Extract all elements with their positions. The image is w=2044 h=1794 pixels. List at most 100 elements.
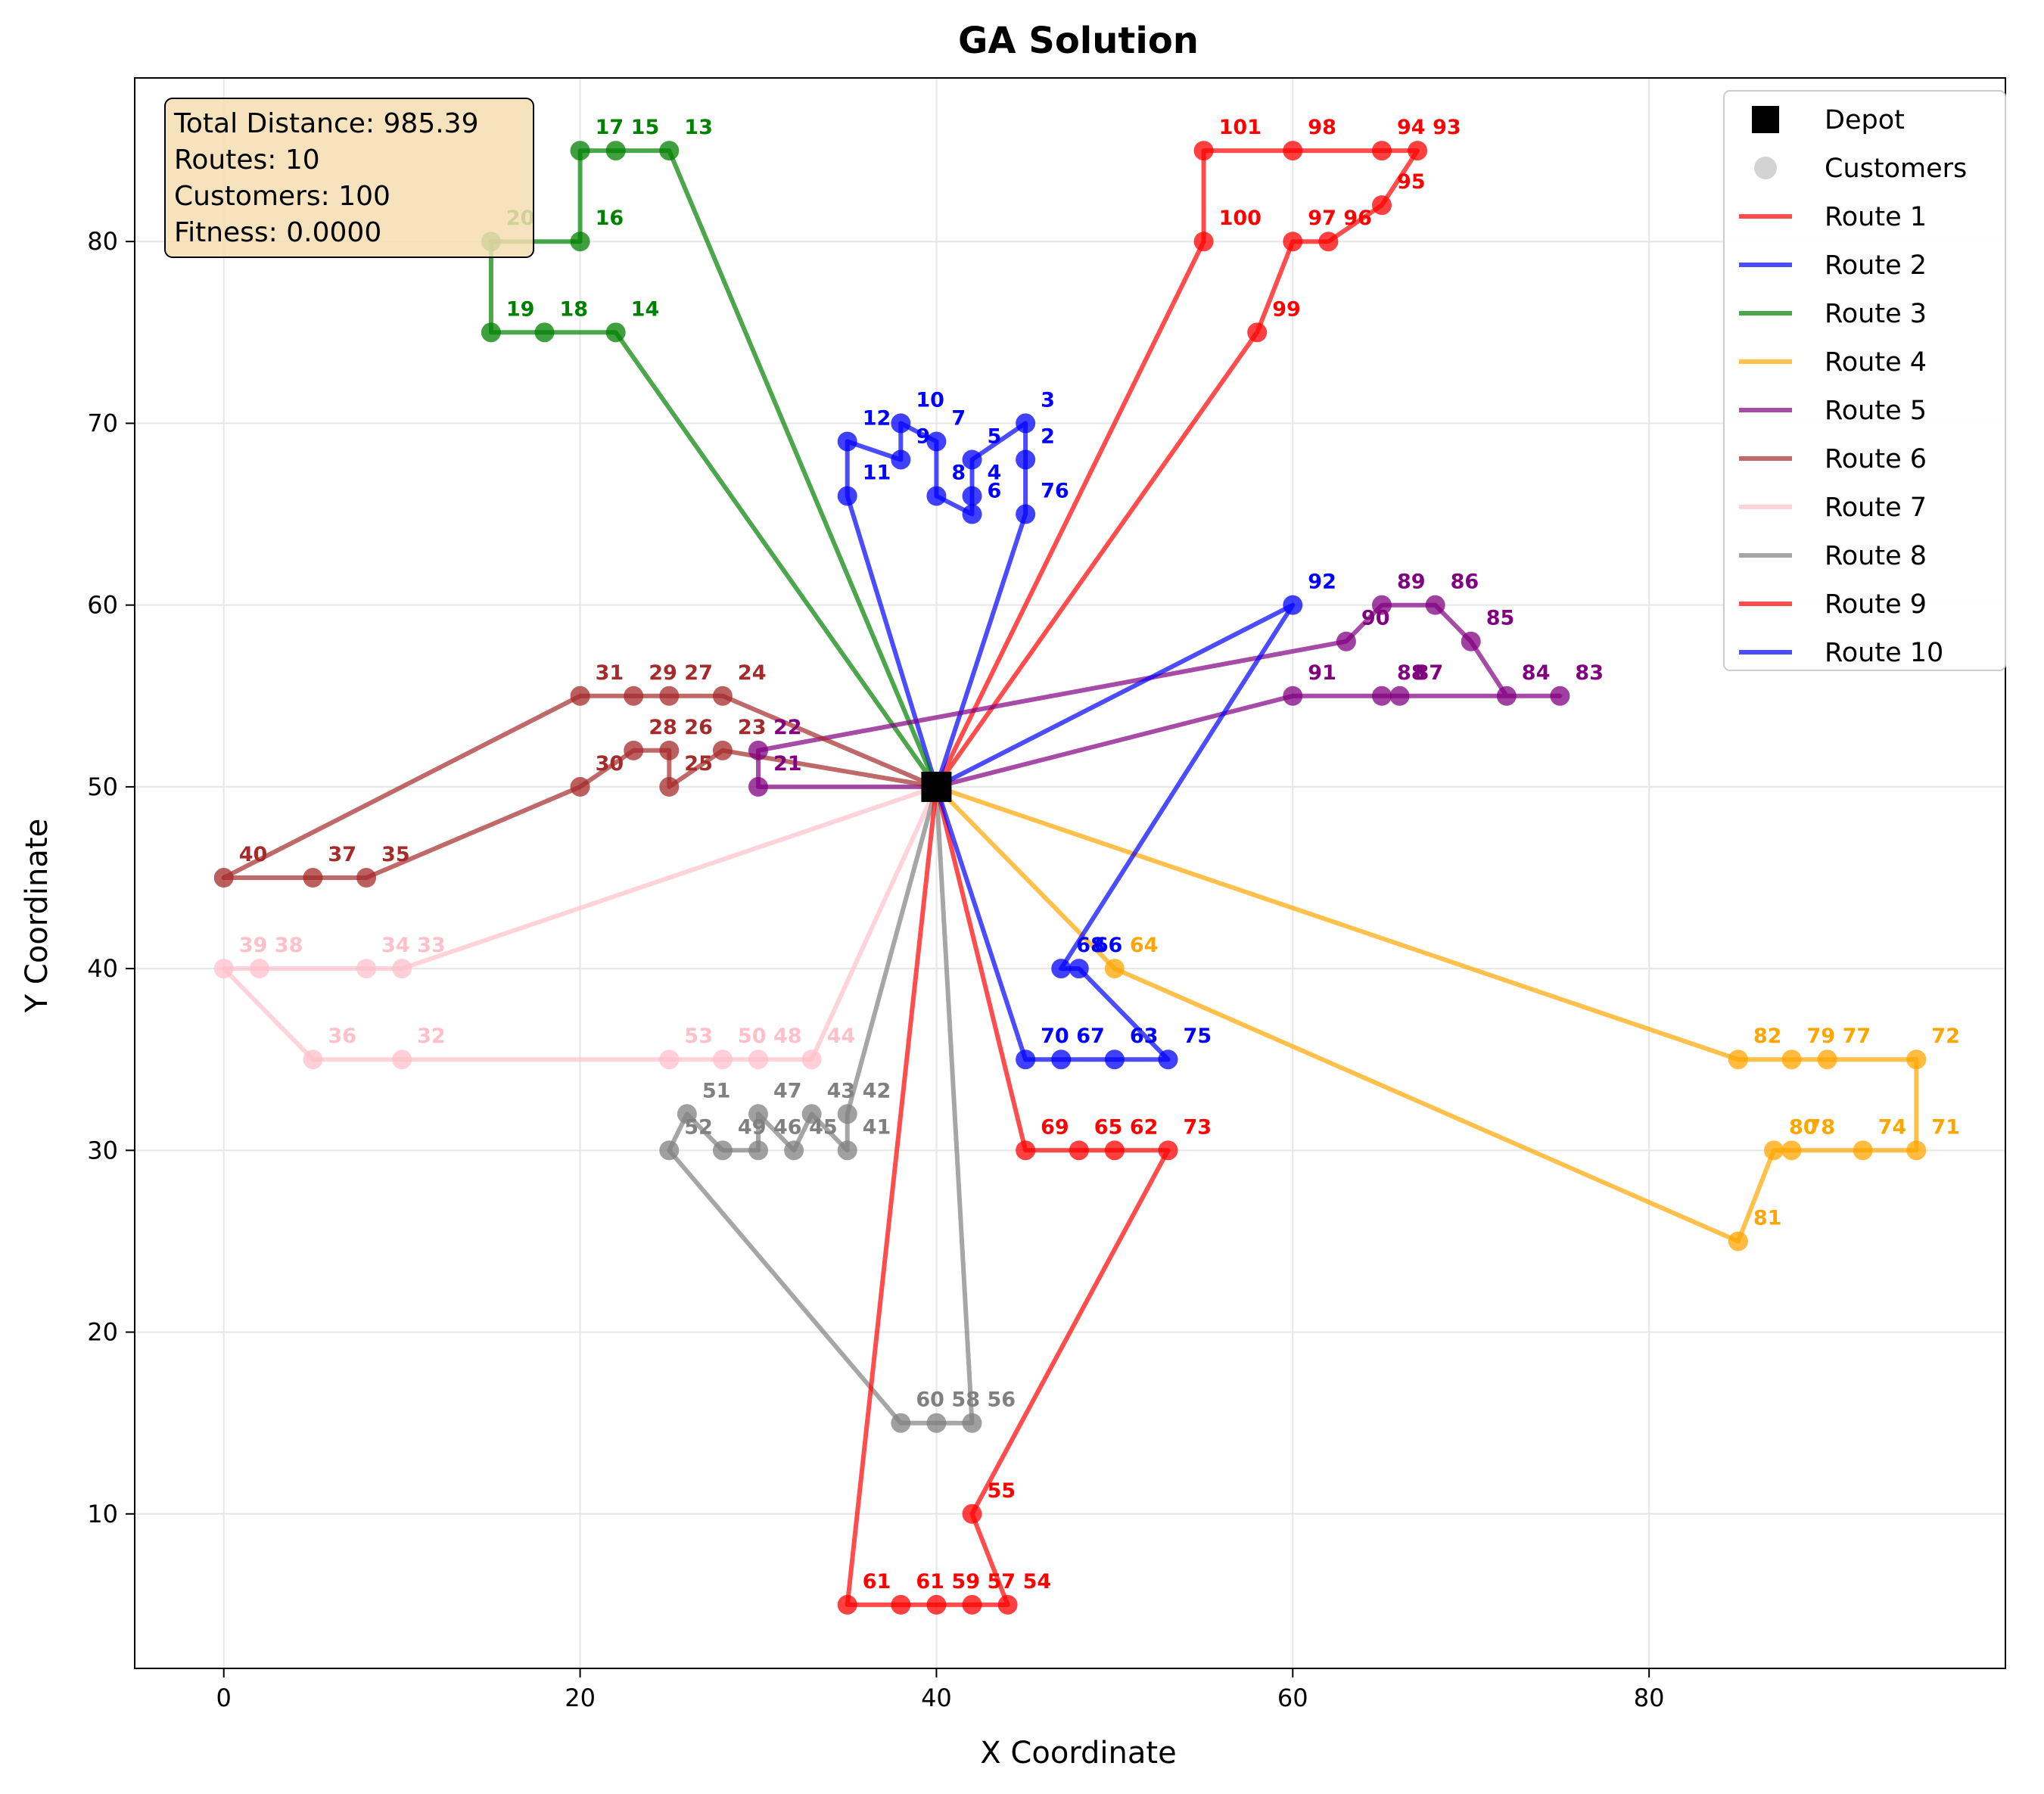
customer-label: 26 (684, 716, 713, 739)
customer-point (659, 141, 680, 161)
customer-point (1158, 1049, 1178, 1070)
customer-label: 28 (649, 716, 677, 739)
info-box-line: Customers: 100 (174, 181, 390, 212)
customer-label: 33 (417, 934, 446, 957)
customer-label: 70 (1041, 1024, 1069, 1048)
customer-point (1906, 1140, 1927, 1161)
customer-label: 34 (381, 934, 410, 957)
x-axis-label: X Coordinate (980, 1736, 1176, 1771)
customer-point (659, 740, 680, 760)
customer-label: 31 (596, 661, 624, 685)
x-tick-label: 0 (216, 1684, 232, 1712)
customer-point (1372, 195, 1392, 216)
customer-point (570, 776, 590, 797)
info-box-line: Total Distance: 985.39 (173, 108, 478, 139)
customer-label: 40 (239, 843, 268, 866)
customer-label: 95 (1397, 170, 1426, 194)
customer-label: 92 (1308, 571, 1336, 594)
legend: Depot Customers Route 1 Route 2 Route 3 Route… (1723, 90, 2006, 671)
customer-label: 64 (1130, 934, 1159, 957)
customer-label: 7 (951, 406, 966, 430)
customer-point (1389, 686, 1410, 706)
customer-label: 73 (1183, 1115, 1212, 1139)
legend-label: Customers (1825, 154, 1967, 184)
customer-label: 44 (827, 1024, 856, 1048)
customer-label: 96 (1343, 207, 1372, 230)
y-tick-label: 80 (87, 227, 118, 256)
customer-label: 90 (1361, 607, 1390, 630)
legend-depot-swatch (1752, 106, 1779, 133)
y-tick-label: 20 (87, 1318, 118, 1347)
legend-customers-swatch (1754, 157, 1777, 179)
customer-point (837, 486, 857, 506)
customer-label: 59 (951, 1570, 980, 1593)
customer-label: 16 (596, 207, 624, 230)
customer-label: 86 (1451, 571, 1479, 594)
customer-label: 27 (684, 661, 713, 685)
legend-label: Route 5 (1825, 396, 1927, 426)
customer-label: 48 (773, 1024, 802, 1048)
customer-point (1728, 1231, 1748, 1251)
customer-point (1069, 959, 1089, 979)
customer-point (997, 1594, 1018, 1615)
customer-point (605, 322, 626, 343)
x-tick-label: 80 (1634, 1684, 1665, 1712)
customer-point (1283, 595, 1303, 615)
y-tick-label: 10 (87, 1500, 118, 1528)
customer-point (1550, 686, 1570, 706)
customer-label: 68 (1076, 934, 1105, 957)
route-points (213, 141, 1927, 1615)
y-tick-label: 60 (87, 591, 118, 620)
customer-point (1016, 504, 1036, 524)
customer-point (570, 232, 590, 252)
customer-label: 38 (275, 934, 303, 957)
customer-label: 11 (863, 462, 891, 485)
customer-label: 94 (1397, 116, 1426, 139)
legend-label: Route 8 (1825, 541, 1927, 571)
grid (135, 78, 2005, 1668)
customer-label: 39 (239, 934, 268, 957)
customer-point (1728, 1049, 1748, 1070)
customer-point (891, 1413, 911, 1433)
customer-point (837, 1594, 857, 1615)
customer-label: 25 (684, 752, 713, 776)
customer-point (1016, 1140, 1036, 1161)
customer-point (1193, 141, 1214, 161)
plot-frame (134, 77, 2006, 1669)
customer-label: 65 (1094, 1115, 1123, 1139)
x-tick-label: 20 (565, 1684, 596, 1712)
customer-point (1372, 595, 1392, 615)
customer-point (926, 1413, 947, 1433)
customer-point (624, 686, 644, 706)
legend-label: Depot (1825, 105, 1905, 135)
customer-label: 24 (738, 661, 767, 685)
customer-label: 62 (1130, 1115, 1159, 1139)
customer-label: 79 (1806, 1024, 1835, 1048)
customer-point (1461, 631, 1481, 651)
customer-label: 50 (738, 1024, 767, 1048)
customer-label: 42 (863, 1079, 891, 1102)
customer-label: 22 (773, 716, 802, 739)
customer-point (1425, 595, 1445, 615)
customer-point (748, 1104, 768, 1124)
customer-point (1247, 322, 1268, 343)
customer-label: 54 (1023, 1570, 1052, 1593)
customer-label: 21 (773, 752, 802, 776)
customer-label: 57 (988, 1570, 1016, 1593)
customer-point (659, 776, 680, 797)
customer-point (748, 776, 768, 797)
customer-point (356, 868, 377, 888)
chart-title: GA Solution (958, 20, 1199, 62)
customer-point (926, 486, 947, 506)
legend-label: Route 6 (1825, 444, 1927, 474)
customer-point (213, 868, 234, 888)
x-tick-label: 40 (921, 1684, 952, 1712)
info-box: Total Distance: 985.39 Routes: 10 Customer… (164, 98, 534, 258)
customer-label: 58 (951, 1388, 980, 1412)
info-box-background (164, 98, 534, 258)
legend-label: Route 7 (1825, 493, 1927, 523)
customer-point (1104, 1140, 1125, 1161)
customer-label: 69 (1041, 1115, 1069, 1139)
customer-label: 67 (1076, 1024, 1105, 1048)
